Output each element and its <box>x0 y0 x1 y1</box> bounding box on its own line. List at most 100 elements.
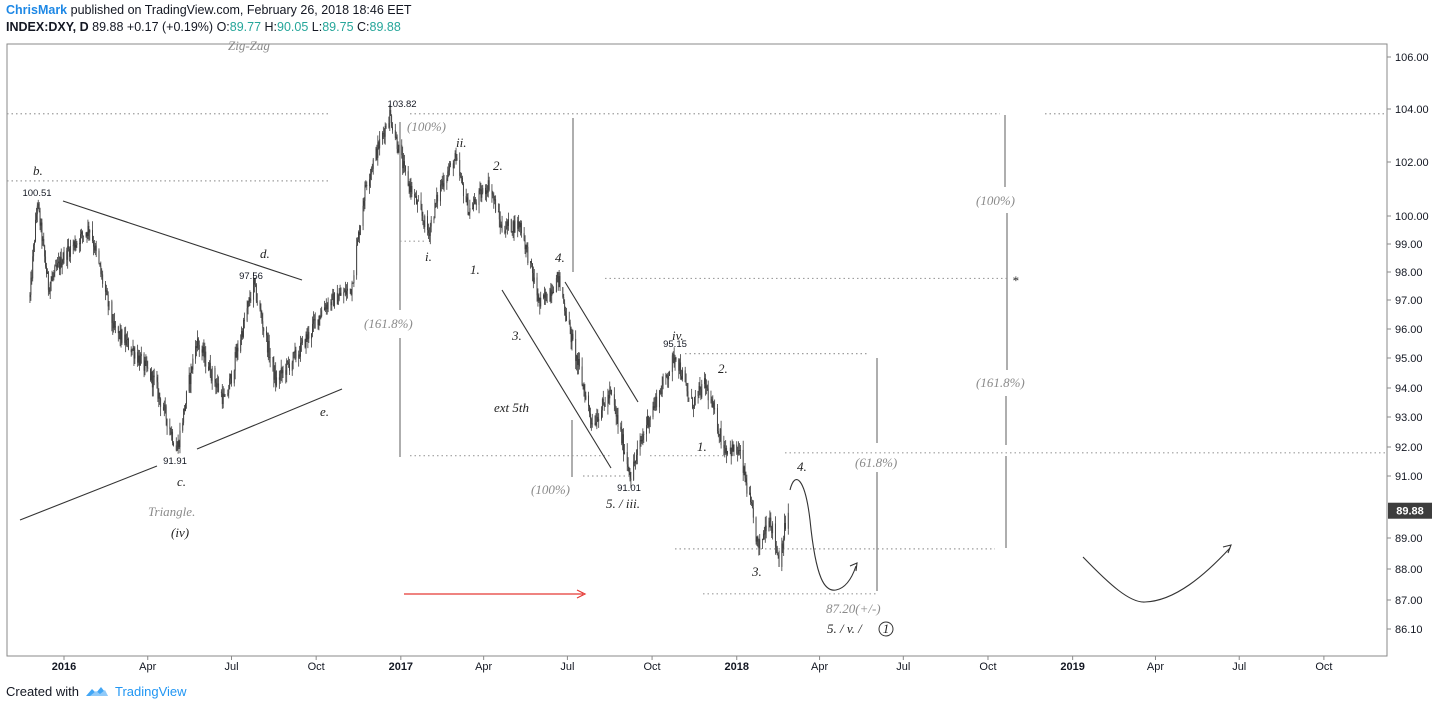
candle-body <box>647 415 649 427</box>
candle-body <box>177 441 179 450</box>
candle-body <box>437 194 439 202</box>
candle-body <box>218 383 220 392</box>
candle-body <box>229 378 231 390</box>
candle-body <box>738 450 740 454</box>
candle-body <box>744 466 746 479</box>
candle-body <box>179 430 181 448</box>
projection-curve <box>789 479 857 591</box>
candle-body <box>263 328 265 332</box>
candle-body <box>705 385 707 389</box>
candle-body <box>568 320 570 323</box>
candle-body <box>289 363 290 371</box>
wave-label: ext 5th <box>494 400 529 415</box>
candle-body <box>255 284 257 302</box>
candle-body <box>58 261 59 264</box>
candle-body <box>106 290 108 295</box>
candle-body <box>730 447 732 457</box>
candle-body <box>781 543 783 567</box>
candle-body <box>553 292 555 294</box>
candle-body <box>724 447 726 454</box>
candle-body <box>555 278 557 293</box>
candle-body <box>370 173 371 180</box>
candle-body <box>485 187 486 195</box>
author-link[interactable]: ChrisMark <box>6 3 68 17</box>
candle-body <box>47 272 49 290</box>
candle-body <box>668 375 670 380</box>
candle-body <box>481 192 483 198</box>
candle-body <box>404 165 406 172</box>
candle-body <box>539 297 541 307</box>
candle-body <box>209 362 211 377</box>
candle-body <box>654 401 656 408</box>
candle-body <box>197 338 199 345</box>
candle-body <box>762 539 763 540</box>
candle-body <box>583 385 585 391</box>
candle-body <box>442 180 444 187</box>
candle-body <box>364 184 366 201</box>
candle-body <box>147 367 149 369</box>
candle-body <box>474 198 475 204</box>
symbol-label[interactable]: INDEX:DXY, D <box>6 20 89 34</box>
candle-body <box>153 375 155 378</box>
wave-label: 4. <box>555 250 565 265</box>
candle-body <box>429 226 431 236</box>
triangle-lower-line-b <box>196 388 343 450</box>
candle-body <box>759 539 761 549</box>
candle-body <box>468 212 470 215</box>
candle-body <box>319 315 321 319</box>
chart-header: ChrisMark published on TradingView.com, … <box>6 2 412 36</box>
candle-body <box>675 357 677 360</box>
candle-body <box>43 238 45 246</box>
candle-body <box>390 110 392 116</box>
price-tick-label: 92.00 <box>1395 442 1423 454</box>
candle-body <box>557 272 559 283</box>
candle-body <box>305 334 307 348</box>
high-value: 90.05 <box>277 20 309 34</box>
candle-body <box>704 378 705 385</box>
candle-body <box>113 321 115 329</box>
candle-body <box>140 354 142 357</box>
candle-body <box>530 261 532 263</box>
wave-label: 1. <box>697 439 707 454</box>
candle-body <box>680 362 682 377</box>
candle-body <box>313 319 315 321</box>
candle-body <box>584 390 586 400</box>
candle-body <box>41 222 43 242</box>
time-tick-label: Jul <box>224 661 238 673</box>
footer: Created with TradingView <box>6 684 187 699</box>
candle-body <box>479 189 481 191</box>
candle-body <box>446 178 448 184</box>
time-tick-label: Oct <box>1315 661 1332 673</box>
candle-body <box>292 352 294 363</box>
candle-body <box>55 265 57 267</box>
candle-body <box>435 202 437 204</box>
candle-body <box>493 195 495 201</box>
candle-body <box>216 385 218 388</box>
candle-body <box>661 385 663 394</box>
candle-body <box>422 215 424 221</box>
candle-body <box>347 288 348 291</box>
candle-body <box>74 241 76 248</box>
candle-body <box>615 409 617 417</box>
candle-body <box>133 348 135 359</box>
candle-body <box>185 403 186 411</box>
candle-body <box>158 392 160 399</box>
tradingview-link[interactable]: TradingView <box>114 684 187 699</box>
candle-body <box>202 346 204 353</box>
candle-body <box>467 197 469 215</box>
candle-body <box>345 289 347 295</box>
candle-body <box>145 360 147 362</box>
candle-body <box>254 278 255 285</box>
candle-body <box>627 464 629 467</box>
candle-body <box>613 394 615 406</box>
candle-body <box>146 361 148 368</box>
wave-label: (61.8%) <box>855 455 897 470</box>
candle-body <box>772 523 774 534</box>
candle-body <box>139 355 140 366</box>
candle-body <box>39 211 41 226</box>
candle-body <box>326 304 328 310</box>
candle-body <box>144 360 146 371</box>
candle-body <box>776 547 778 555</box>
candle-body <box>585 395 587 400</box>
